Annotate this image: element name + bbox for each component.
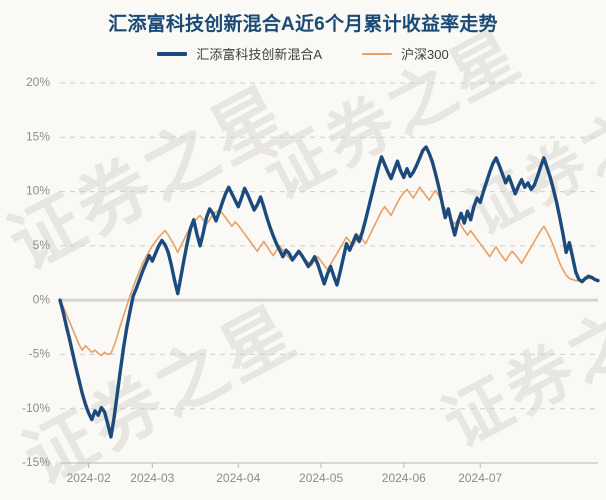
series-line-fund xyxy=(58,145,600,439)
y-axis-tick-label: -10% xyxy=(22,401,50,415)
chart-title: 汇添富科技创新混合A近6个月累计收益率走势 xyxy=(108,14,498,35)
y-axis-tick-label: 0% xyxy=(33,292,51,306)
legend-label-benchmark: 沪深300 xyxy=(400,47,449,62)
legend-item-fund[interactable]: 汇添富科技创新混合A xyxy=(157,44,322,63)
y-axis-labels: 20% 15% 10% 5% 0% -5% -10% -15% xyxy=(22,75,50,469)
x-axis-tick-label: 2024-04 xyxy=(216,471,260,485)
x-axis-tick-label: 2024-05 xyxy=(299,471,343,485)
legend-item-benchmark[interactable]: 沪深300 xyxy=(361,44,449,63)
legend-swatch-benchmark xyxy=(361,52,392,55)
x-axis-tick-label: 2024-07 xyxy=(458,471,502,485)
y-axis-tick-label: -5% xyxy=(29,347,51,361)
y-axis-tick-label: 15% xyxy=(26,129,50,143)
x-axis-tick-label: 2024-06 xyxy=(382,471,426,485)
data-series xyxy=(58,145,600,439)
chart-legend: 汇添富科技创新混合A 沪深300 xyxy=(0,44,606,63)
gridlines xyxy=(60,82,598,410)
x-axis-tick-label: 2024-02 xyxy=(67,471,111,485)
legend-label-fund: 汇添富科技创新混合A xyxy=(196,47,322,62)
y-axis-tick-label: 10% xyxy=(26,184,50,198)
x-axis: 2024-02 2024-03 2024-04 2024-05 2024-06 2024-… xyxy=(60,462,598,485)
legend-swatch-fund xyxy=(157,51,188,56)
y-axis-tick-label: -15% xyxy=(22,455,50,469)
y-axis-tick-label: 5% xyxy=(33,238,51,252)
y-axis-tick-label: 20% xyxy=(26,75,50,89)
x-axis-tick-label: 2024-03 xyxy=(130,471,174,485)
